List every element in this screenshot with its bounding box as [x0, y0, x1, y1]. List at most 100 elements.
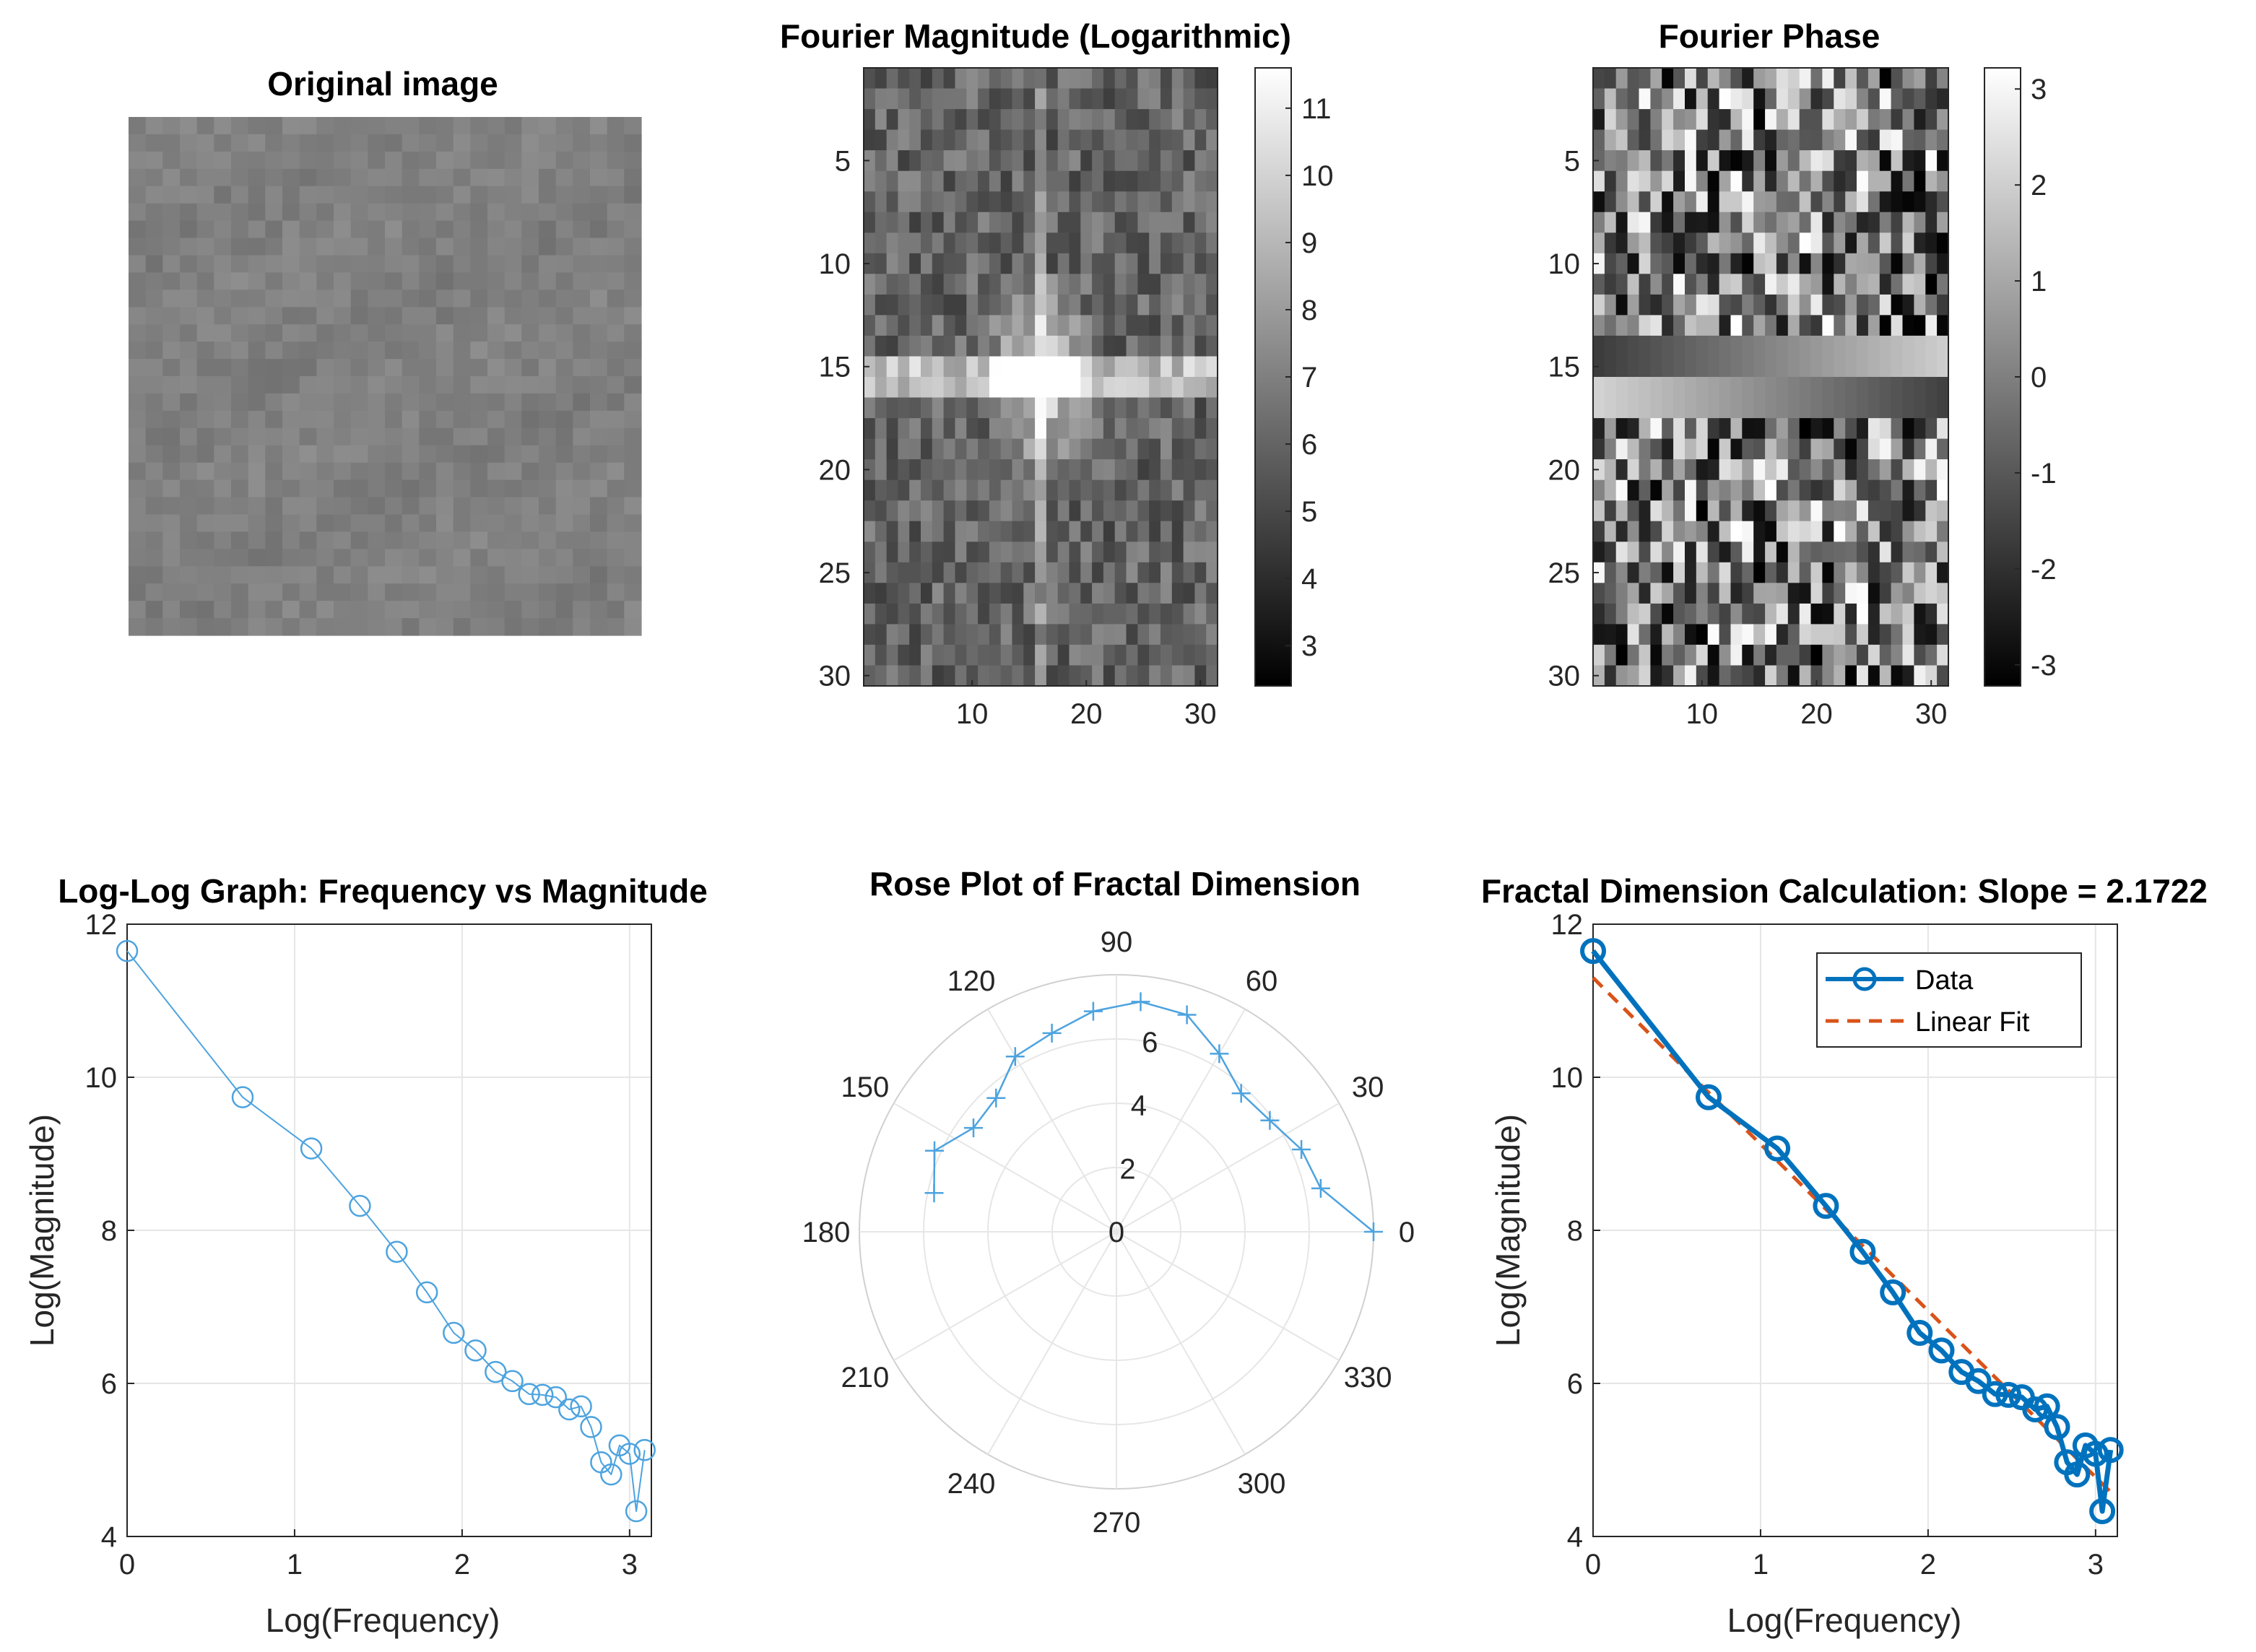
data-point-marker [2034, 1393, 2060, 1420]
phase-pixel [1810, 253, 1823, 274]
phase-pixel [1914, 418, 1926, 440]
phase-pixel [1925, 562, 1938, 583]
magnitude-pixel [1114, 88, 1127, 110]
image-pixel [607, 376, 625, 394]
phase-pixel [1673, 377, 1686, 399]
phase-pixel [1822, 356, 1834, 378]
phase-pixel [1685, 377, 1697, 399]
phase-pixel [1673, 418, 1686, 440]
magnitude-pixel [978, 500, 990, 522]
phase-pixel [1891, 418, 1904, 440]
image-pixel [265, 117, 283, 135]
magnitude-pixel [955, 191, 967, 213]
x-tick-label: 30 [1915, 698, 1948, 730]
phase-pixel [1742, 88, 1754, 110]
magnitude-pixel [875, 68, 888, 90]
phase-pixel [1685, 191, 1697, 213]
magnitude-pixel [1046, 150, 1059, 172]
image-pixel [385, 290, 403, 308]
image-pixel [265, 272, 283, 290]
magnitude-pixel [886, 397, 898, 419]
image-pixel [129, 238, 147, 256]
phase-pixel [1867, 397, 1880, 419]
image-pixel [470, 134, 488, 152]
image-pixel [453, 479, 471, 498]
magnitude-pixel [955, 500, 967, 522]
magnitude-pixel [1137, 315, 1150, 336]
magnitude-pixel [943, 397, 955, 419]
magnitude-pixel [1149, 109, 1161, 131]
phase-pixel [1902, 150, 1914, 172]
phase-pixel [1650, 294, 1662, 316]
magnitude-pixel [898, 274, 910, 295]
phase-pixel [1879, 232, 1892, 254]
magnitude-pixel [898, 583, 910, 604]
image-pixel [539, 497, 557, 515]
phase-pixel [1834, 212, 1846, 233]
phase-pixel [1593, 603, 1605, 625]
image-pixel [299, 272, 317, 290]
image-pixel [214, 514, 232, 532]
image-pixel [555, 583, 573, 601]
magnitude-pixel [1046, 232, 1059, 254]
phase-pixel [1650, 170, 1662, 192]
magnitude-pixel [1035, 274, 1047, 295]
rose-point-marker [1042, 1023, 1062, 1043]
phase-pixel [1787, 88, 1800, 110]
image-pixel [145, 479, 163, 498]
magnitude-pixel [1183, 542, 1195, 563]
magnitude-pixel [1012, 315, 1024, 336]
magnitude-pixel [978, 644, 990, 666]
magnitude-pixel [1069, 479, 1081, 501]
phase-pixel [1787, 397, 1800, 419]
image-pixel [453, 566, 471, 584]
phase-pixel [1685, 253, 1697, 274]
magnitude-pixel [955, 150, 967, 172]
magnitude-pixel [1149, 521, 1161, 542]
image-pixel [265, 203, 283, 222]
phase-pixel [1834, 150, 1846, 172]
image-pixel [504, 290, 522, 308]
phase-pixel [1604, 438, 1617, 460]
image-pixel [573, 255, 591, 273]
phase-pixel [1650, 562, 1662, 583]
image-pixel [436, 186, 454, 204]
phase-pixel [1891, 294, 1904, 316]
image-pixel [334, 324, 352, 342]
image-pixel [402, 359, 420, 377]
image-pixel [368, 514, 386, 532]
phase-pixel [1673, 562, 1686, 583]
image-pixel [248, 151, 266, 170]
image-pixel [231, 134, 249, 152]
image-pixel [316, 514, 334, 532]
image-pixel [334, 566, 352, 584]
phase-pixel [1696, 438, 1709, 460]
magnitude-pixel [1126, 335, 1138, 357]
magnitude-pixel [1035, 191, 1047, 213]
legend-data-label: Data [1915, 965, 1974, 996]
magnitude-pixel [1092, 542, 1104, 563]
magnitude-pixel [909, 170, 921, 192]
phase-pixel [1925, 109, 1938, 131]
magnitude-pixel [1103, 170, 1116, 192]
phase-pixel [1685, 418, 1697, 440]
phase-pixel [1662, 479, 1674, 501]
image-pixel [180, 479, 198, 498]
phase-pixel [1810, 68, 1823, 90]
phase-pixel [1765, 583, 1777, 604]
phase-pixel [1615, 356, 1628, 378]
magnitude-pixel [1103, 500, 1116, 522]
phase-pixel [1857, 521, 1869, 542]
magnitude-pixel [886, 356, 898, 378]
image-pixel [402, 479, 420, 498]
image-pixel [521, 324, 539, 342]
magnitude-pixel [1137, 644, 1150, 666]
image-pixel [180, 531, 198, 549]
magnitude-pixel [955, 129, 967, 151]
magnitude-pixel [886, 109, 898, 131]
magnitude-pixel [1137, 274, 1150, 295]
phase-pixel [1776, 562, 1789, 583]
image-pixel [624, 479, 642, 498]
phase-pixel [1627, 583, 1640, 604]
